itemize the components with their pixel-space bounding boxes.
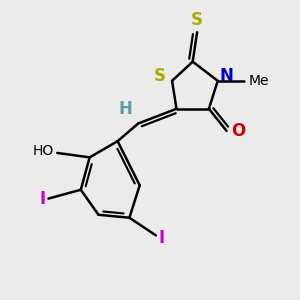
Text: HO: HO [33, 145, 54, 158]
Text: S: S [154, 68, 166, 85]
Text: O: O [231, 122, 245, 140]
Text: N: N [219, 68, 233, 85]
Text: I: I [159, 229, 165, 247]
Text: H: H [118, 100, 132, 118]
Text: I: I [39, 190, 46, 208]
Text: Me: Me [249, 74, 269, 88]
Text: S: S [191, 11, 203, 29]
